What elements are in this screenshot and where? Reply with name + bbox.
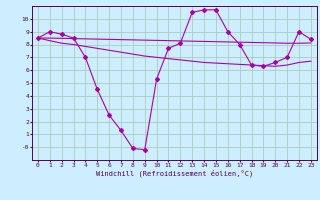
X-axis label: Windchill (Refroidissement éolien,°C): Windchill (Refroidissement éolien,°C) xyxy=(96,169,253,177)
